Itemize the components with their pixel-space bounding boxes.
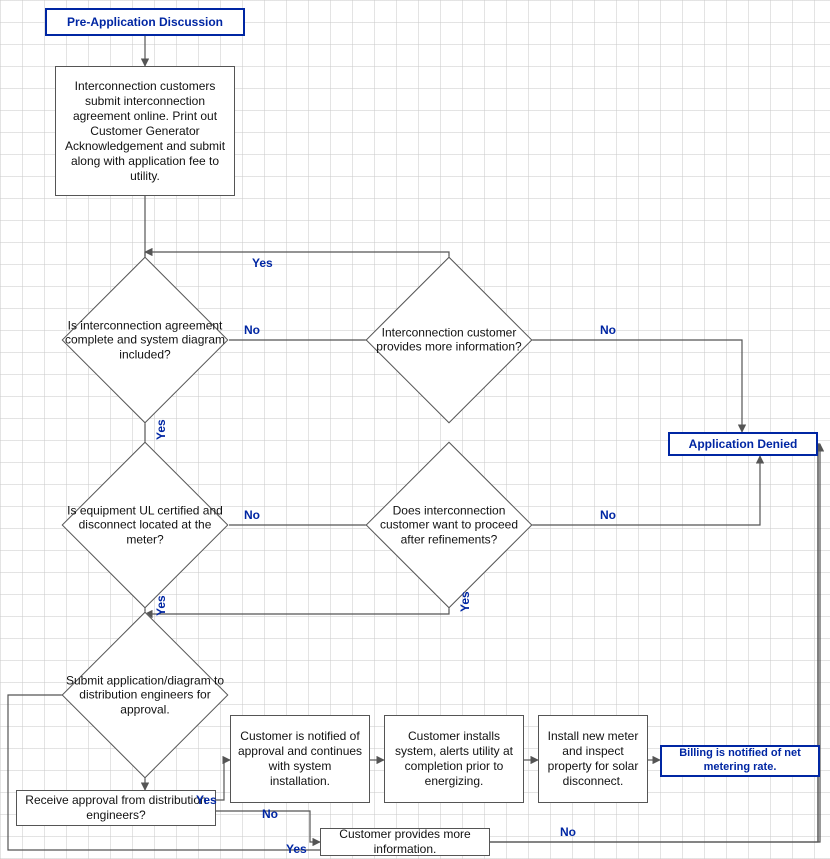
edge-label-no: No [244, 508, 260, 522]
edge-label-yes: Yes [458, 591, 472, 612]
decision-submit-engineers-label: Submit application/diagram to distributi… [64, 673, 226, 716]
decision-ul-certified-label: Is equipment UL certified and disconnect… [64, 503, 226, 546]
edge-label-no: No [600, 323, 616, 337]
node-billing-notified: Billing is notified of net metering rate… [660, 745, 820, 777]
node-customer-notified: Customer is notified of approval and con… [230, 715, 370, 803]
decision-proceed-refinements-label: Does interconnection customer want to pr… [368, 503, 530, 546]
edge-label-yes: Yes [286, 842, 307, 856]
node-customer-provides-more: Customer provides more information. [320, 828, 490, 856]
decision-more-info-label: Interconnection customer provides more i… [368, 326, 530, 355]
edge-label-yes: Yes [252, 256, 273, 270]
node-application-denied: Application Denied [668, 432, 818, 456]
decision-agreement-complete-label: Is interconnection agreement complete an… [64, 318, 226, 361]
edge-label-no: No [560, 825, 576, 839]
edge-label-yes: Yes [154, 419, 168, 440]
node-customer-installs: Customer installs system, alerts utility… [384, 715, 524, 803]
node-install-meter: Install new meter and inspect property f… [538, 715, 648, 803]
edge-label-no: No [600, 508, 616, 522]
edge-label-no: No [244, 323, 260, 337]
node-submit-agreement: Interconnection customers submit interco… [55, 66, 235, 196]
edge-label-no: No [262, 807, 278, 821]
node-receive-approval: Receive approval from distribution engin… [16, 790, 216, 826]
node-pre-application: Pre-Application Discussion [45, 8, 245, 36]
edge-label-yes: Yes [196, 793, 217, 807]
edge-label-yes: Yes [154, 595, 168, 616]
